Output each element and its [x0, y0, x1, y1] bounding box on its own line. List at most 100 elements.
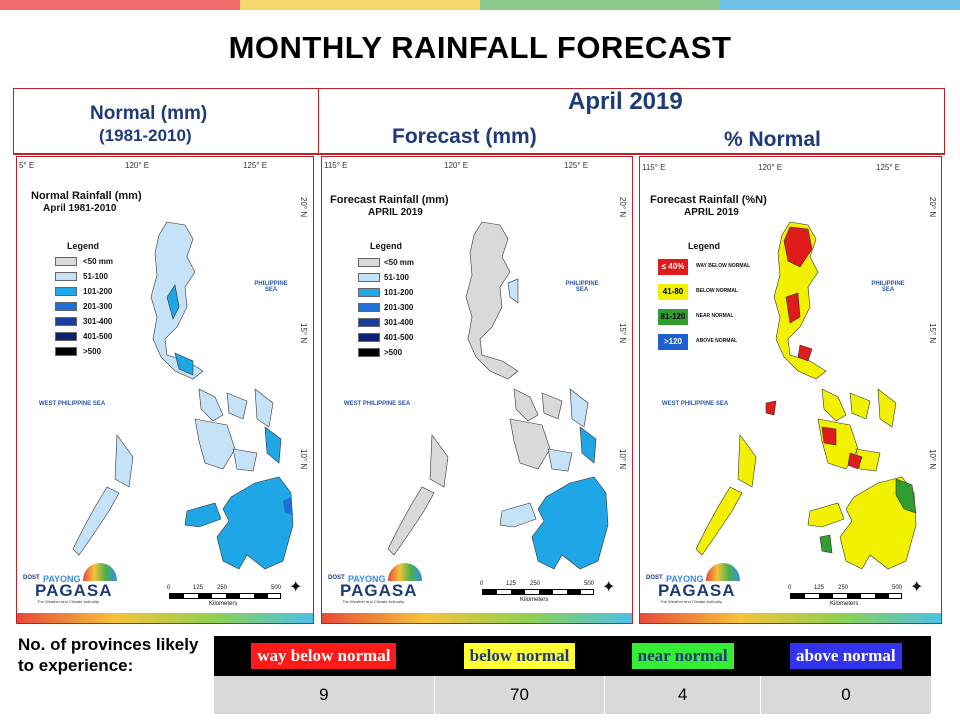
category-cell: above normal — [760, 636, 931, 676]
scale-tick-125: 125 — [193, 585, 204, 591]
west-philippine-sea-label: WEST PHILIPPINE SEA — [661, 401, 729, 407]
scale-tick-500: 500 — [892, 585, 903, 591]
north-arrow-icon: ✦ — [602, 579, 616, 596]
pagasa-logo: DOST PAYONG PAGASA The Weather and Clima… — [21, 561, 131, 611]
north-arrow-icon: ✦ — [910, 579, 924, 596]
legend-label-6: 401-500 — [83, 332, 113, 341]
map-title-line2: APRIL 2019 — [684, 207, 739, 218]
philippines-map-normal — [72, 221, 294, 570]
logo-payong: PAYONG — [666, 574, 704, 584]
scale-tick-500: 500 — [271, 585, 282, 591]
legend-label-4: 201-300 — [83, 302, 113, 311]
category-row: way below normal below normal near norma… — [213, 636, 931, 676]
legend-desc-1: WAY BELOW NORMAL — [696, 263, 751, 269]
legend-swatch-3 — [358, 288, 380, 297]
logo-payong: PAYONG — [348, 574, 386, 584]
province-count-table: way below normal below normal near norma… — [213, 636, 931, 714]
scale-bar — [790, 593, 902, 599]
legend-label-7: >500 — [384, 348, 403, 357]
legend-swatch-4 — [358, 303, 380, 312]
map-panel-percent-normal: 115° E 120° E 125° E 20° N 15° N 10° N F… — [639, 156, 942, 624]
map-title-line1: Normal Rainfall (mm) — [31, 190, 142, 202]
month-label: April 2019 — [568, 88, 683, 115]
map-title-line2: April 1981-2010 — [43, 203, 117, 214]
lat-label-1: 20° N — [928, 197, 937, 218]
legend-label-7: >500 — [83, 347, 102, 356]
scale-tick-0: 0 — [788, 585, 792, 591]
logo-dost: DOST — [23, 575, 40, 581]
legend-label-1: <50 mm — [384, 258, 415, 267]
legend-swatch-4 — [55, 302, 77, 311]
legend-swatch-2: 41-80 — [658, 284, 688, 300]
scale-unit: Kilometers — [520, 597, 549, 603]
header-box — [13, 88, 945, 154]
lat-label-3: 10° N — [928, 449, 937, 470]
lon-label-2: 120° E — [444, 161, 469, 170]
lat-label-3: 10° N — [299, 449, 308, 470]
legend-label-1: <50 mm — [83, 257, 114, 266]
normal-label: Normal (mm) — [90, 103, 208, 124]
category-near-normal: near normal — [631, 643, 734, 669]
stripe-red — [0, 0, 240, 10]
legend-swatch-3 — [55, 287, 77, 296]
legend-swatch-7 — [358, 348, 380, 357]
category-cell: below normal — [434, 636, 605, 676]
logo-pagasa: PAGASA — [35, 581, 113, 600]
lat-label-2: 15° N — [928, 323, 937, 344]
lat-label-1: 20° N — [618, 197, 627, 218]
map-title-line1: Forecast Rainfall (%N) — [650, 194, 767, 206]
legend-swatch-4: >120 — [658, 334, 688, 350]
category-cell: near normal — [604, 636, 761, 676]
pagasa-logo: DOST PAYONG PAGASA The Weather and Clima… — [644, 561, 754, 611]
philippine-sea-label: PHILIPPINE SEA — [565, 281, 599, 293]
lon-label-3: 125° E — [564, 161, 589, 170]
scale-tick-250: 250 — [530, 581, 541, 587]
logo-tagline: The Weather and Climate Authority — [342, 599, 405, 604]
stripe-blue — [720, 0, 960, 10]
umbrella-icon — [83, 563, 117, 581]
legend-label-2: 51-100 — [83, 272, 108, 281]
normal-period: (1981-2010) — [99, 126, 192, 145]
logo-tagline: The Weather and Climate Authority — [37, 599, 100, 604]
count-near-normal: 4 — [604, 676, 761, 714]
west-philippine-sea-label: WEST PHILIPPINE SEA — [343, 401, 411, 407]
legend-swatch-1 — [55, 257, 77, 266]
lat-label-2: 15° N — [299, 323, 308, 344]
scale-tick-250: 250 — [217, 585, 228, 591]
legend-swatch-3: 81-120 — [658, 309, 688, 325]
scale-tick-500: 500 — [584, 581, 595, 587]
legend-label-3: 101-200 — [83, 287, 113, 296]
scale-unit: Kilometers — [209, 601, 238, 607]
north-arrow-icon: ✦ — [289, 579, 303, 596]
map-title-line1: Forecast Rainfall (mm) — [330, 194, 449, 206]
legend-swatch-7 — [55, 347, 77, 356]
count-row: 9 70 4 0 — [213, 676, 931, 714]
legend-title: Legend — [67, 241, 100, 251]
legend-swatch-1 — [358, 258, 380, 267]
header-line — [13, 154, 945, 155]
lon-label-1: 115° E — [324, 161, 348, 170]
west-philippine-sea-label: WEST PHILIPPINE SEA — [38, 401, 106, 407]
legend-swatch-6 — [358, 333, 380, 342]
provinces-note: No. of provinces likely to experience: — [18, 635, 199, 675]
scale-tick-250: 250 — [838, 585, 849, 591]
category-below-normal: below normal — [463, 643, 576, 669]
page-title: MONTHLY RAINFALL FORECAST — [228, 30, 732, 65]
legend-swatch-6 — [55, 332, 77, 341]
lat-label-3: 10° N — [618, 449, 627, 470]
scale-tick-125: 125 — [814, 585, 825, 591]
map-panel-forecast: 115° E 120° E 125° E 20° N 15° N 10° N F… — [321, 156, 633, 624]
category-above-normal: above normal — [789, 643, 902, 669]
scale-unit: Kilometers — [830, 601, 859, 607]
scale-tick-0: 0 — [167, 585, 171, 591]
legend-swatch-5 — [55, 317, 77, 326]
scale-bar — [169, 593, 281, 599]
philippines-map-percent-normal — [695, 221, 917, 570]
lon-label-2: 120° E — [125, 161, 150, 170]
philippines-map-forecast — [387, 221, 609, 570]
legend-label-3: 101-200 — [384, 288, 414, 297]
logo-dost: DOST — [646, 575, 663, 581]
legend-desc-4: ABOVE NORMAL — [696, 338, 738, 344]
legend-label-4: 201-300 — [384, 303, 414, 312]
legend-label-5: 301-400 — [83, 317, 113, 326]
